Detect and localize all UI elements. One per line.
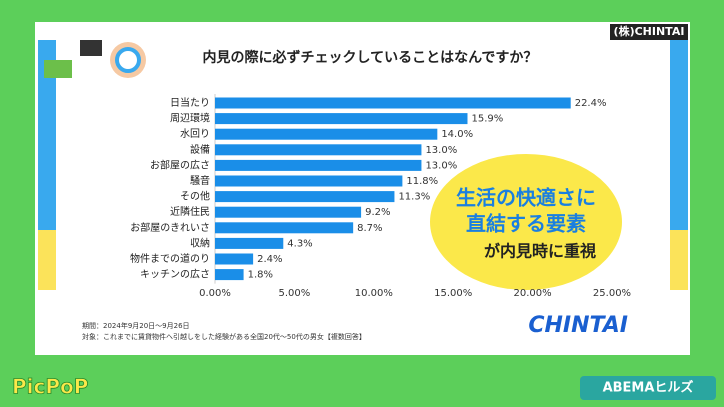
y-tick-label: 近隣住民 [170,205,210,218]
source: (株)CHINTAI [614,24,685,38]
bar [215,175,403,187]
chart-title: 内見の際に必ずチェックしていることはなんですか？ [203,49,538,66]
value-label: 4.3% [287,238,312,249]
value-label: 11.3% [398,192,430,203]
bar [215,237,284,249]
bar [215,222,354,234]
x-tick-label: 20.00% [514,288,552,299]
x-tick-label: 5.00% [279,288,311,299]
bar [215,97,571,109]
x-tick-label: 0.00% [199,288,231,299]
y-tick-label: 物件までの道のり [130,252,210,265]
note: 対象：これまでに賃貸物件へ引越しをした経験がある全国20代～50代の男女【複数回… [82,332,366,341]
side-strip [38,230,56,290]
y-tick-label: 周辺環境 [170,112,210,125]
bar [215,253,254,265]
y-tick-label: キッチンの広さ [140,268,210,281]
bar [215,206,362,218]
brand-right: ABEMAヒルズ [603,380,694,396]
side-strip [670,230,688,290]
annotation-bubble [430,154,622,290]
annotation: 生活の快適さに [456,186,596,210]
value-label: 14.0% [441,129,473,140]
value-label: 9.2% [365,207,390,218]
value-label: 15.9% [471,114,503,125]
bar [215,113,468,125]
value-label: 13.0% [425,145,457,156]
value-label: 22.4% [575,98,607,109]
value-label: 13.0% [425,160,457,171]
annotation: が内見時に重視 [484,242,596,261]
bar [215,159,422,171]
x-tick-label: 10.00% [355,288,393,299]
source-box [610,24,688,40]
bar [215,128,438,140]
illustration [80,40,102,56]
bar [215,269,244,281]
note: 期間：2024年9月20日～9月26日 [82,321,190,330]
y-tick-label: お部屋の広さ [150,158,210,171]
y-tick-label: 水回り [180,128,210,140]
value-label: 8.7% [357,223,382,234]
y-tick-label: その他 [180,190,210,203]
side-strip [670,40,688,230]
y-tick-label: 収納 [190,236,210,249]
y-tick-label: お部屋のきれいさ [130,221,210,234]
logo: CHINTAI [528,313,628,338]
y-tick-label: 設備 [190,143,210,156]
value-label: 1.8% [248,270,273,281]
annotation: 直結する要素 [466,212,586,236]
x-tick-label: 15.00% [434,288,472,299]
side-strip [38,40,56,230]
bar [215,191,395,203]
x-tick-label: 25.00% [593,288,631,299]
illustration [115,47,141,73]
y-tick-label: 日当たり [170,96,210,109]
value-label: 2.4% [257,254,282,265]
y-tick-label: 騒音 [190,174,210,187]
brand-box [580,376,716,400]
value-label: 11.8% [406,176,438,187]
bar [215,144,422,156]
brand-left: PicPoP [12,375,88,399]
illustration [44,60,72,78]
